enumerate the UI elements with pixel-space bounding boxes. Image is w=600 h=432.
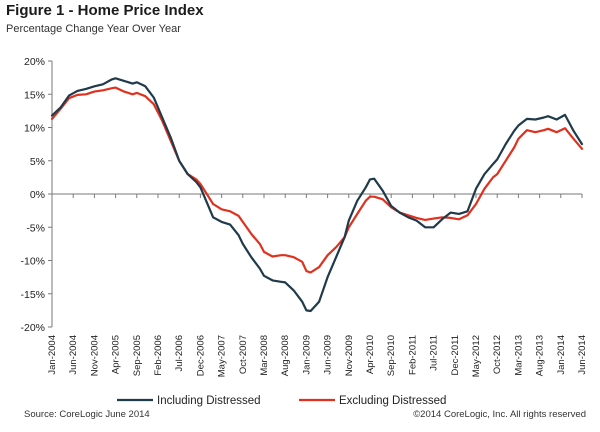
series-line-including [50, 77, 584, 313]
x-tick-label: Jul-2006 [174, 335, 185, 371]
y-tick-label: -5% [26, 222, 45, 234]
y-tick-label: 15% [24, 89, 45, 101]
x-tick-label: Aug-2013 [535, 335, 546, 376]
y-tick-label: 20% [24, 56, 45, 68]
chart-subtitle: Percentage Change Year Over Year [6, 23, 181, 35]
x-tick-label: Dec-2006 [195, 335, 206, 376]
x-tick-label: Jun-2014 [577, 335, 588, 375]
x-tick-label: Jun-2009 [323, 335, 334, 375]
x-tick-label: May-2012 [471, 335, 482, 377]
x-tick-label: Aug-2008 [280, 335, 291, 376]
x-tick-label: Jan-2009 [301, 335, 312, 375]
legend-label-excluding: Excluding Distressed [339, 395, 446, 407]
x-tick-label: Nov-2004 [89, 335, 100, 376]
x-tick-label: Sep-2005 [132, 335, 143, 376]
copyright-note: ©2014 CoreLogic, Inc. All rights reserve… [413, 409, 586, 420]
x-tick-label: Oct-2012 [492, 335, 503, 374]
series-line-excluding [50, 86, 584, 274]
x-tick-label: Sep-2010 [386, 335, 397, 376]
x-axis-ticks: Jan-2004 Jun-2004 Nov-2004 Apr-2005 Sep-2005… [47, 194, 588, 377]
x-tick-label: Dec-2011 [450, 335, 461, 376]
y-tick-label: 5% [30, 156, 45, 168]
x-tick-label: Mar-2013 [513, 335, 524, 376]
x-tick-label: Jun-2004 [68, 335, 79, 375]
x-tick-label: Oct-2007 [238, 335, 249, 374]
x-tick-label: Nov-2009 [344, 335, 355, 376]
x-tick-label: Jul-2011 [429, 335, 440, 371]
source-note: Source: CoreLogic June 2014 [24, 409, 150, 420]
legend: Including Distressed Excluding Distresse… [117, 395, 446, 407]
y-tick-label: -20% [20, 322, 45, 334]
chart-title: Figure 1 - Home Price Index [6, 2, 204, 19]
y-tick-label: 10% [24, 123, 45, 135]
y-tick-label: -15% [20, 289, 45, 301]
legend-label-including: Including Distressed [157, 395, 261, 407]
series-group [50, 77, 584, 313]
y-axis-ticks: 20% 15% 10% 5% 0% -5% -10% -15% -20% [20, 56, 52, 334]
x-tick-label: Feb-2006 [153, 335, 164, 376]
x-tick-label: Feb-2011 [407, 335, 418, 375]
x-tick-label: Mar-2008 [259, 335, 270, 376]
x-tick-label: Jan-2004 [47, 335, 58, 375]
x-tick-label: Apr-2010 [365, 335, 376, 374]
y-tick-label: -10% [20, 256, 45, 268]
x-tick-label: Apr-2005 [111, 335, 122, 374]
x-tick-label: May-2007 [217, 335, 228, 377]
y-tick-label: 0% [30, 189, 45, 201]
x-tick-label: Jan-2014 [556, 335, 567, 375]
